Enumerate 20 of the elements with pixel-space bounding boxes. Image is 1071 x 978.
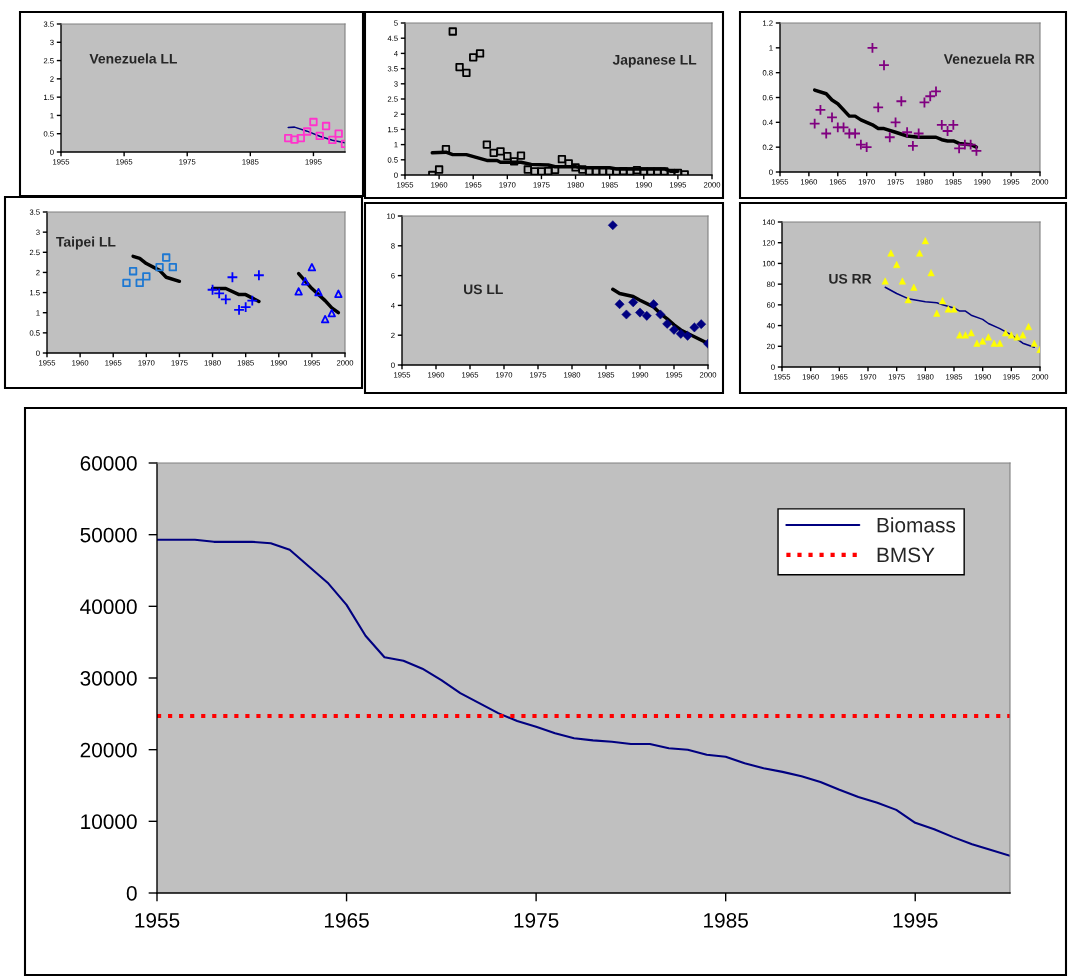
text: Venezuela RR	[943, 53, 1035, 64]
x-tick-label: 1975	[514, 912, 559, 928]
x-tick-label: 1955	[135, 912, 180, 928]
text: US LL	[464, 284, 503, 295]
text: Taipei LL	[56, 236, 116, 250]
legend-label: Biomass	[877, 517, 956, 533]
y-tick-label: 60000	[80, 456, 137, 471]
text: Venezuela LL	[89, 53, 177, 64]
y-tick-label: 40000	[80, 599, 137, 615]
text: Japanese LL	[612, 55, 697, 68]
x-tick-label: 1965	[324, 912, 369, 928]
x-tick-label: 1995	[893, 912, 938, 928]
y-tick-label: 30000	[80, 671, 137, 686]
y-tick-label: 50000	[80, 527, 137, 543]
y-tick-label: 0	[126, 886, 137, 901]
legend-label: BMSY	[877, 547, 935, 563]
text: US RR	[829, 273, 872, 284]
y-tick-label: 20000	[80, 742, 137, 758]
x-tick-label: 1985	[704, 912, 748, 928]
y-tick-label: 10000	[81, 814, 137, 830]
